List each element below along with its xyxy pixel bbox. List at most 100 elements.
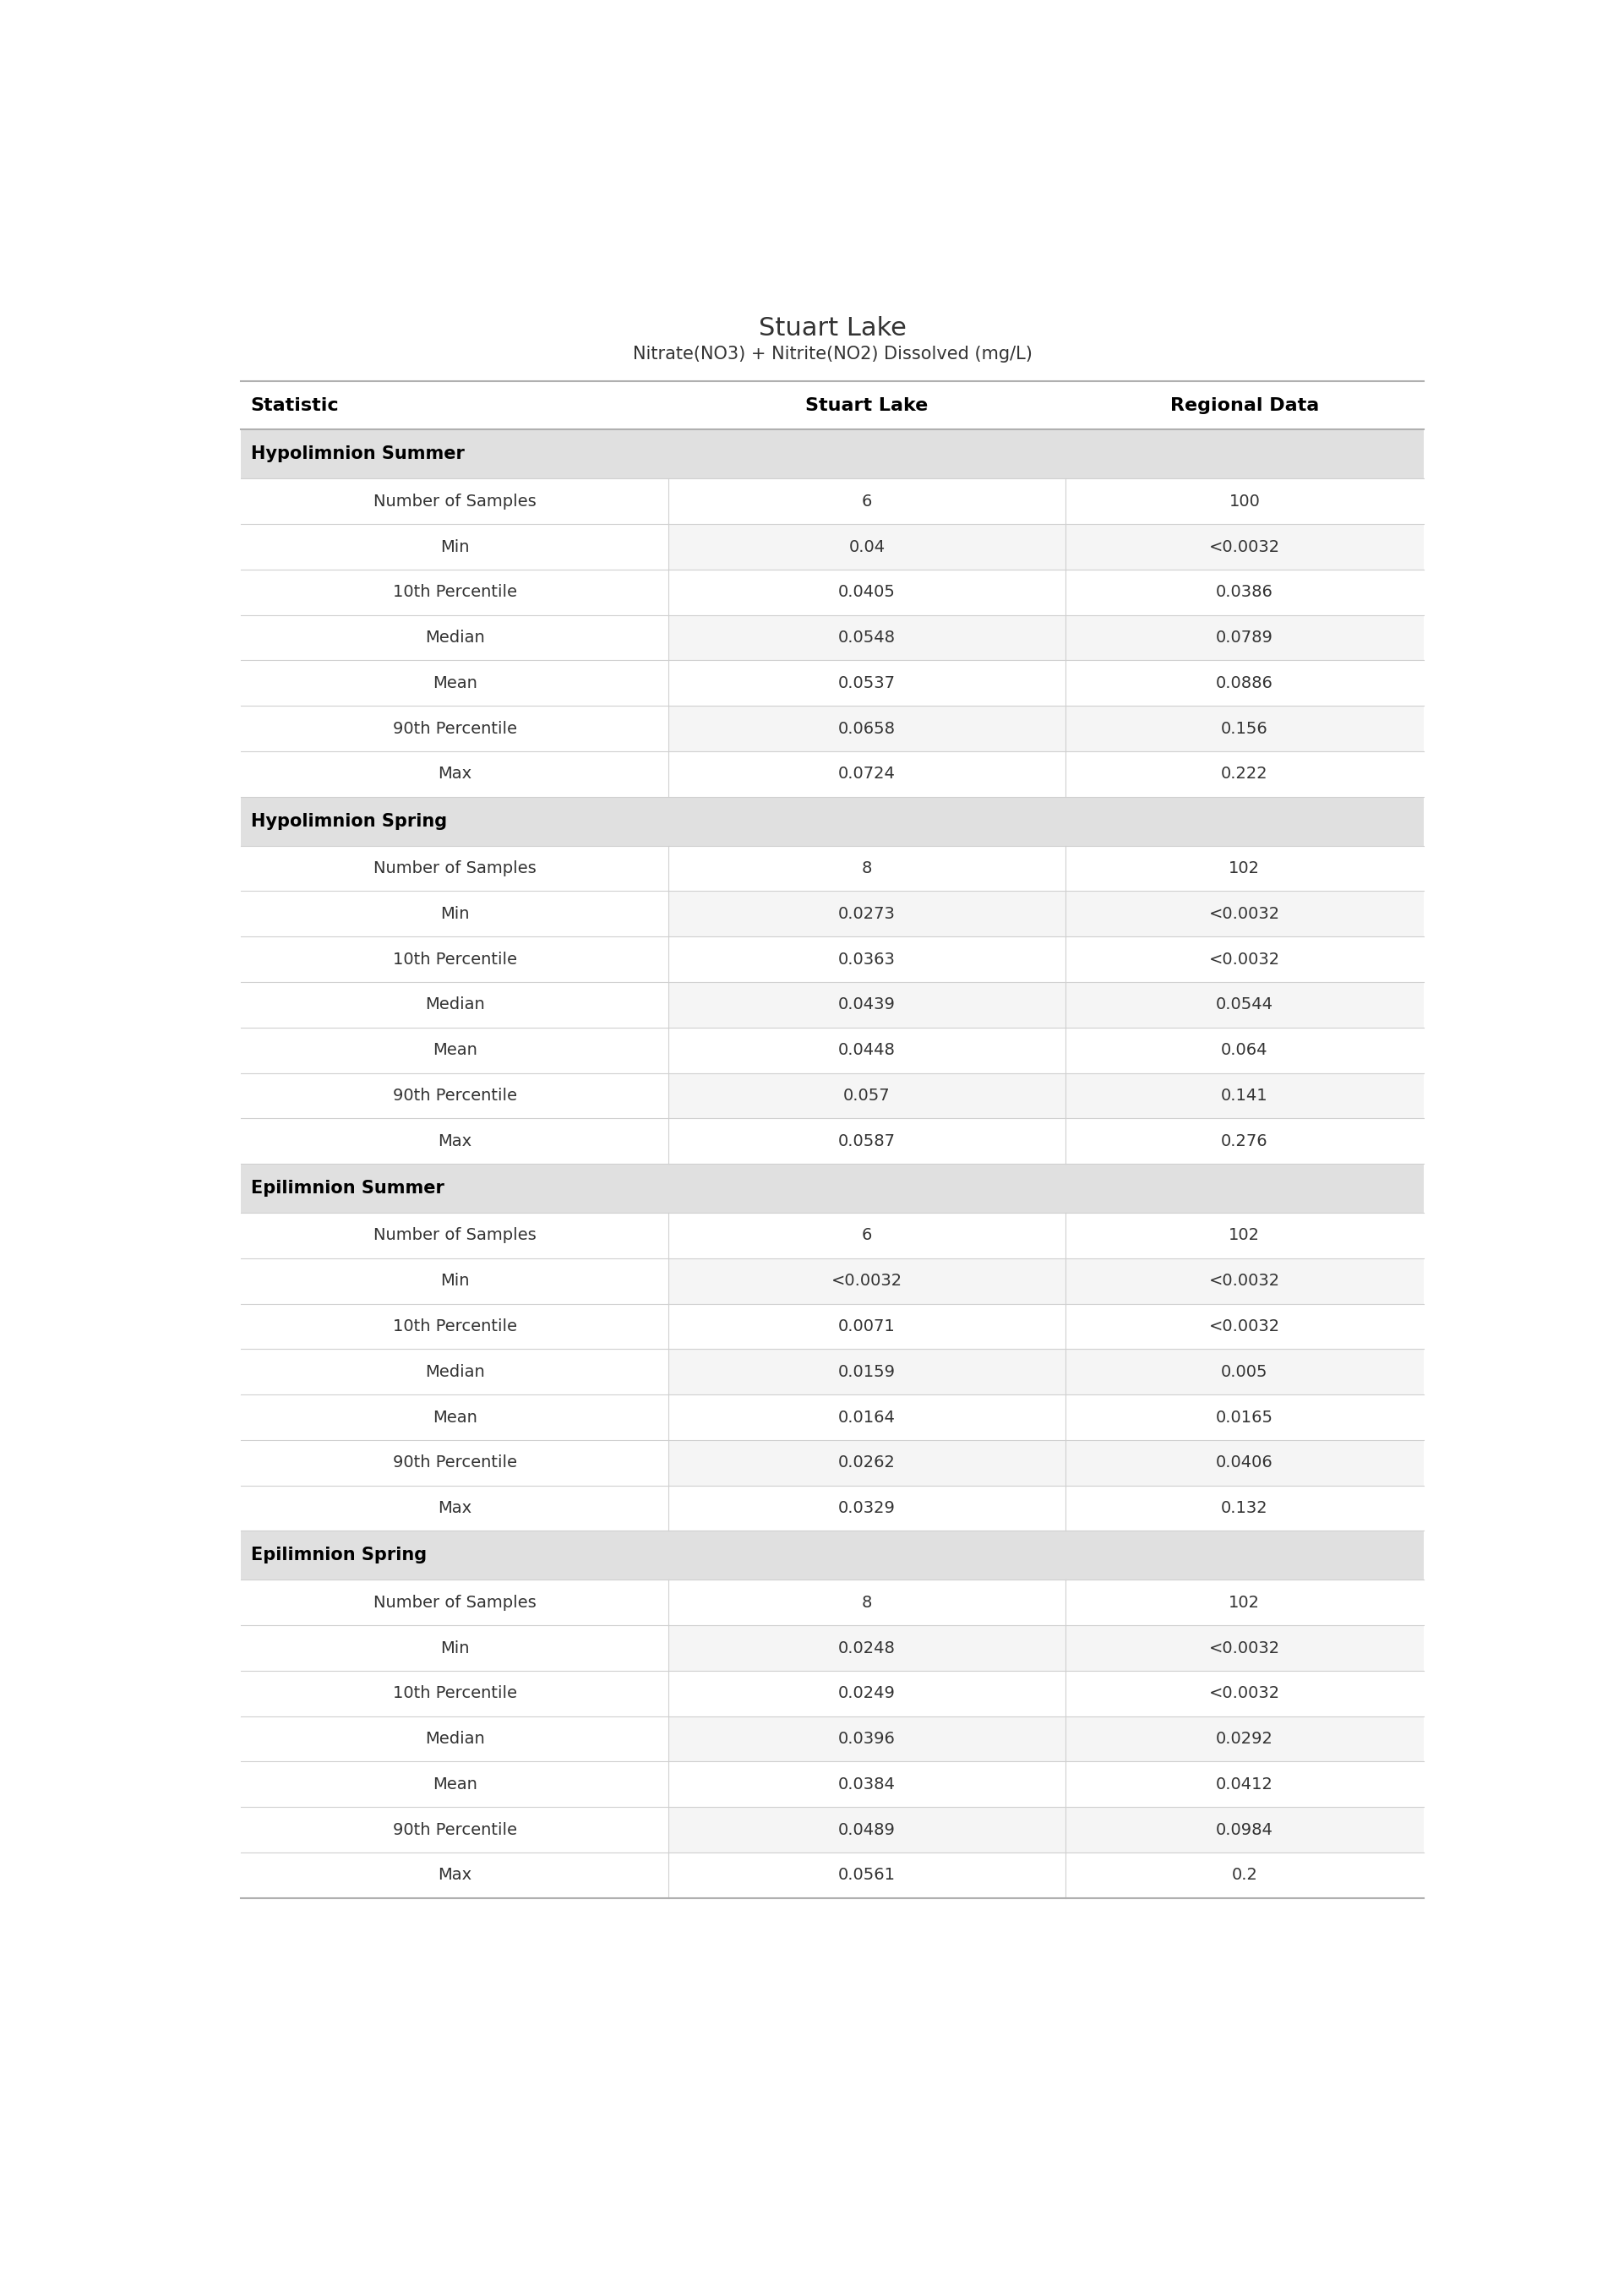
Text: Mean: Mean <box>432 1777 477 1793</box>
Text: 0.0544: 0.0544 <box>1216 997 1273 1012</box>
Text: 8: 8 <box>862 860 872 876</box>
Text: Hypolimnion Summer: Hypolimnion Summer <box>250 445 464 463</box>
Bar <box>669 751 1424 797</box>
Text: 0.0439: 0.0439 <box>838 997 895 1012</box>
Bar <box>669 1580 1424 1625</box>
Text: 0.0537: 0.0537 <box>838 674 896 690</box>
Text: Epilimnion Summer: Epilimnion Summer <box>250 1180 445 1196</box>
Text: Number of Samples: Number of Samples <box>374 1228 536 1244</box>
Bar <box>669 1671 1424 1716</box>
Text: 0.0159: 0.0159 <box>838 1364 896 1380</box>
Bar <box>669 1485 1424 1530</box>
Text: 0.0406: 0.0406 <box>1216 1455 1273 1471</box>
Bar <box>240 1530 1424 1580</box>
Text: Stuart Lake: Stuart Lake <box>758 316 906 340</box>
Bar <box>669 847 1424 892</box>
Text: Stuart Lake: Stuart Lake <box>806 397 929 413</box>
Text: 0.057: 0.057 <box>843 1087 890 1103</box>
Text: 10th Percentile: 10th Percentile <box>393 951 516 967</box>
Text: 102: 102 <box>1229 1594 1260 1612</box>
Text: Hypolimnion Spring: Hypolimnion Spring <box>250 813 447 831</box>
Bar <box>669 615 1424 661</box>
Text: 10th Percentile: 10th Percentile <box>393 1319 516 1335</box>
Text: 0.0363: 0.0363 <box>838 951 895 967</box>
Text: <0.0032: <0.0032 <box>831 1273 903 1289</box>
Text: 102: 102 <box>1229 860 1260 876</box>
Bar <box>669 983 1424 1028</box>
Text: 0.0248: 0.0248 <box>838 1639 895 1657</box>
Text: 0.0548: 0.0548 <box>838 629 896 645</box>
Bar <box>669 1119 1424 1165</box>
Text: Min: Min <box>440 1639 469 1657</box>
Text: Max: Max <box>438 765 471 783</box>
Bar <box>669 1074 1424 1119</box>
Text: Number of Samples: Number of Samples <box>374 860 536 876</box>
Bar <box>240 847 669 892</box>
Text: 0.0561: 0.0561 <box>838 1868 896 1884</box>
Bar <box>669 479 1424 524</box>
Bar <box>669 1625 1424 1671</box>
Text: 90th Percentile: 90th Percentile <box>393 720 516 738</box>
Text: 0.0165: 0.0165 <box>1216 1410 1273 1426</box>
Text: Mean: Mean <box>432 1042 477 1058</box>
Text: Median: Median <box>425 1730 484 1748</box>
Text: 0.0489: 0.0489 <box>838 1823 895 1839</box>
Text: 0.0789: 0.0789 <box>1216 629 1273 645</box>
Bar <box>240 429 1424 479</box>
Bar <box>240 615 669 661</box>
Text: 6: 6 <box>862 493 872 508</box>
Bar <box>240 751 669 797</box>
Text: 0.064: 0.064 <box>1221 1042 1268 1058</box>
Text: <0.0032: <0.0032 <box>1208 1684 1280 1702</box>
Text: Median: Median <box>425 629 484 645</box>
Bar <box>240 524 669 570</box>
Text: 0.2: 0.2 <box>1231 1868 1257 1884</box>
Text: 0.0724: 0.0724 <box>838 765 895 783</box>
Text: 0.0262: 0.0262 <box>838 1455 895 1471</box>
Bar <box>240 1212 669 1258</box>
Text: 0.0412: 0.0412 <box>1216 1777 1273 1793</box>
Bar <box>669 1258 1424 1303</box>
Text: 0.0329: 0.0329 <box>838 1500 895 1516</box>
Text: <0.0032: <0.0032 <box>1208 1319 1280 1335</box>
Bar <box>240 1625 669 1671</box>
Bar <box>240 661 669 706</box>
Text: Min: Min <box>440 538 469 554</box>
Bar <box>669 938 1424 983</box>
Text: <0.0032: <0.0032 <box>1208 1639 1280 1657</box>
Bar <box>240 1258 669 1303</box>
Text: Max: Max <box>438 1500 471 1516</box>
Bar <box>669 1439 1424 1485</box>
Bar <box>669 1807 1424 1852</box>
Bar <box>240 1762 669 1807</box>
Text: <0.0032: <0.0032 <box>1208 951 1280 967</box>
Bar <box>669 1852 1424 1898</box>
Bar <box>669 1028 1424 1074</box>
Bar <box>669 706 1424 751</box>
Bar <box>669 1212 1424 1258</box>
Bar <box>240 1807 669 1852</box>
Text: 0.0405: 0.0405 <box>838 583 895 599</box>
Text: Number of Samples: Number of Samples <box>374 493 536 508</box>
Text: Mean: Mean <box>432 674 477 690</box>
Text: 0.0273: 0.0273 <box>838 906 895 922</box>
Bar <box>240 1303 669 1348</box>
Bar <box>240 706 669 751</box>
Bar <box>669 1303 1424 1348</box>
Text: 10th Percentile: 10th Percentile <box>393 1684 516 1702</box>
Text: Min: Min <box>440 1273 469 1289</box>
Text: 0.222: 0.222 <box>1221 765 1268 783</box>
Text: 0.0249: 0.0249 <box>838 1684 895 1702</box>
Text: Statistic: Statistic <box>250 397 339 413</box>
Bar <box>240 1348 669 1394</box>
Text: Nitrate(NO3) + Nitrite(NO2) Dissolved (mg/L): Nitrate(NO3) + Nitrite(NO2) Dissolved (m… <box>632 345 1033 363</box>
Bar <box>240 1119 669 1165</box>
Text: Number of Samples: Number of Samples <box>374 1594 536 1612</box>
Text: 0.0587: 0.0587 <box>838 1133 896 1149</box>
Bar <box>669 1762 1424 1807</box>
Bar <box>240 797 1424 847</box>
Text: Median: Median <box>425 997 484 1012</box>
Bar <box>240 1074 669 1119</box>
Text: 0.0071: 0.0071 <box>838 1319 895 1335</box>
Text: 100: 100 <box>1229 493 1260 508</box>
